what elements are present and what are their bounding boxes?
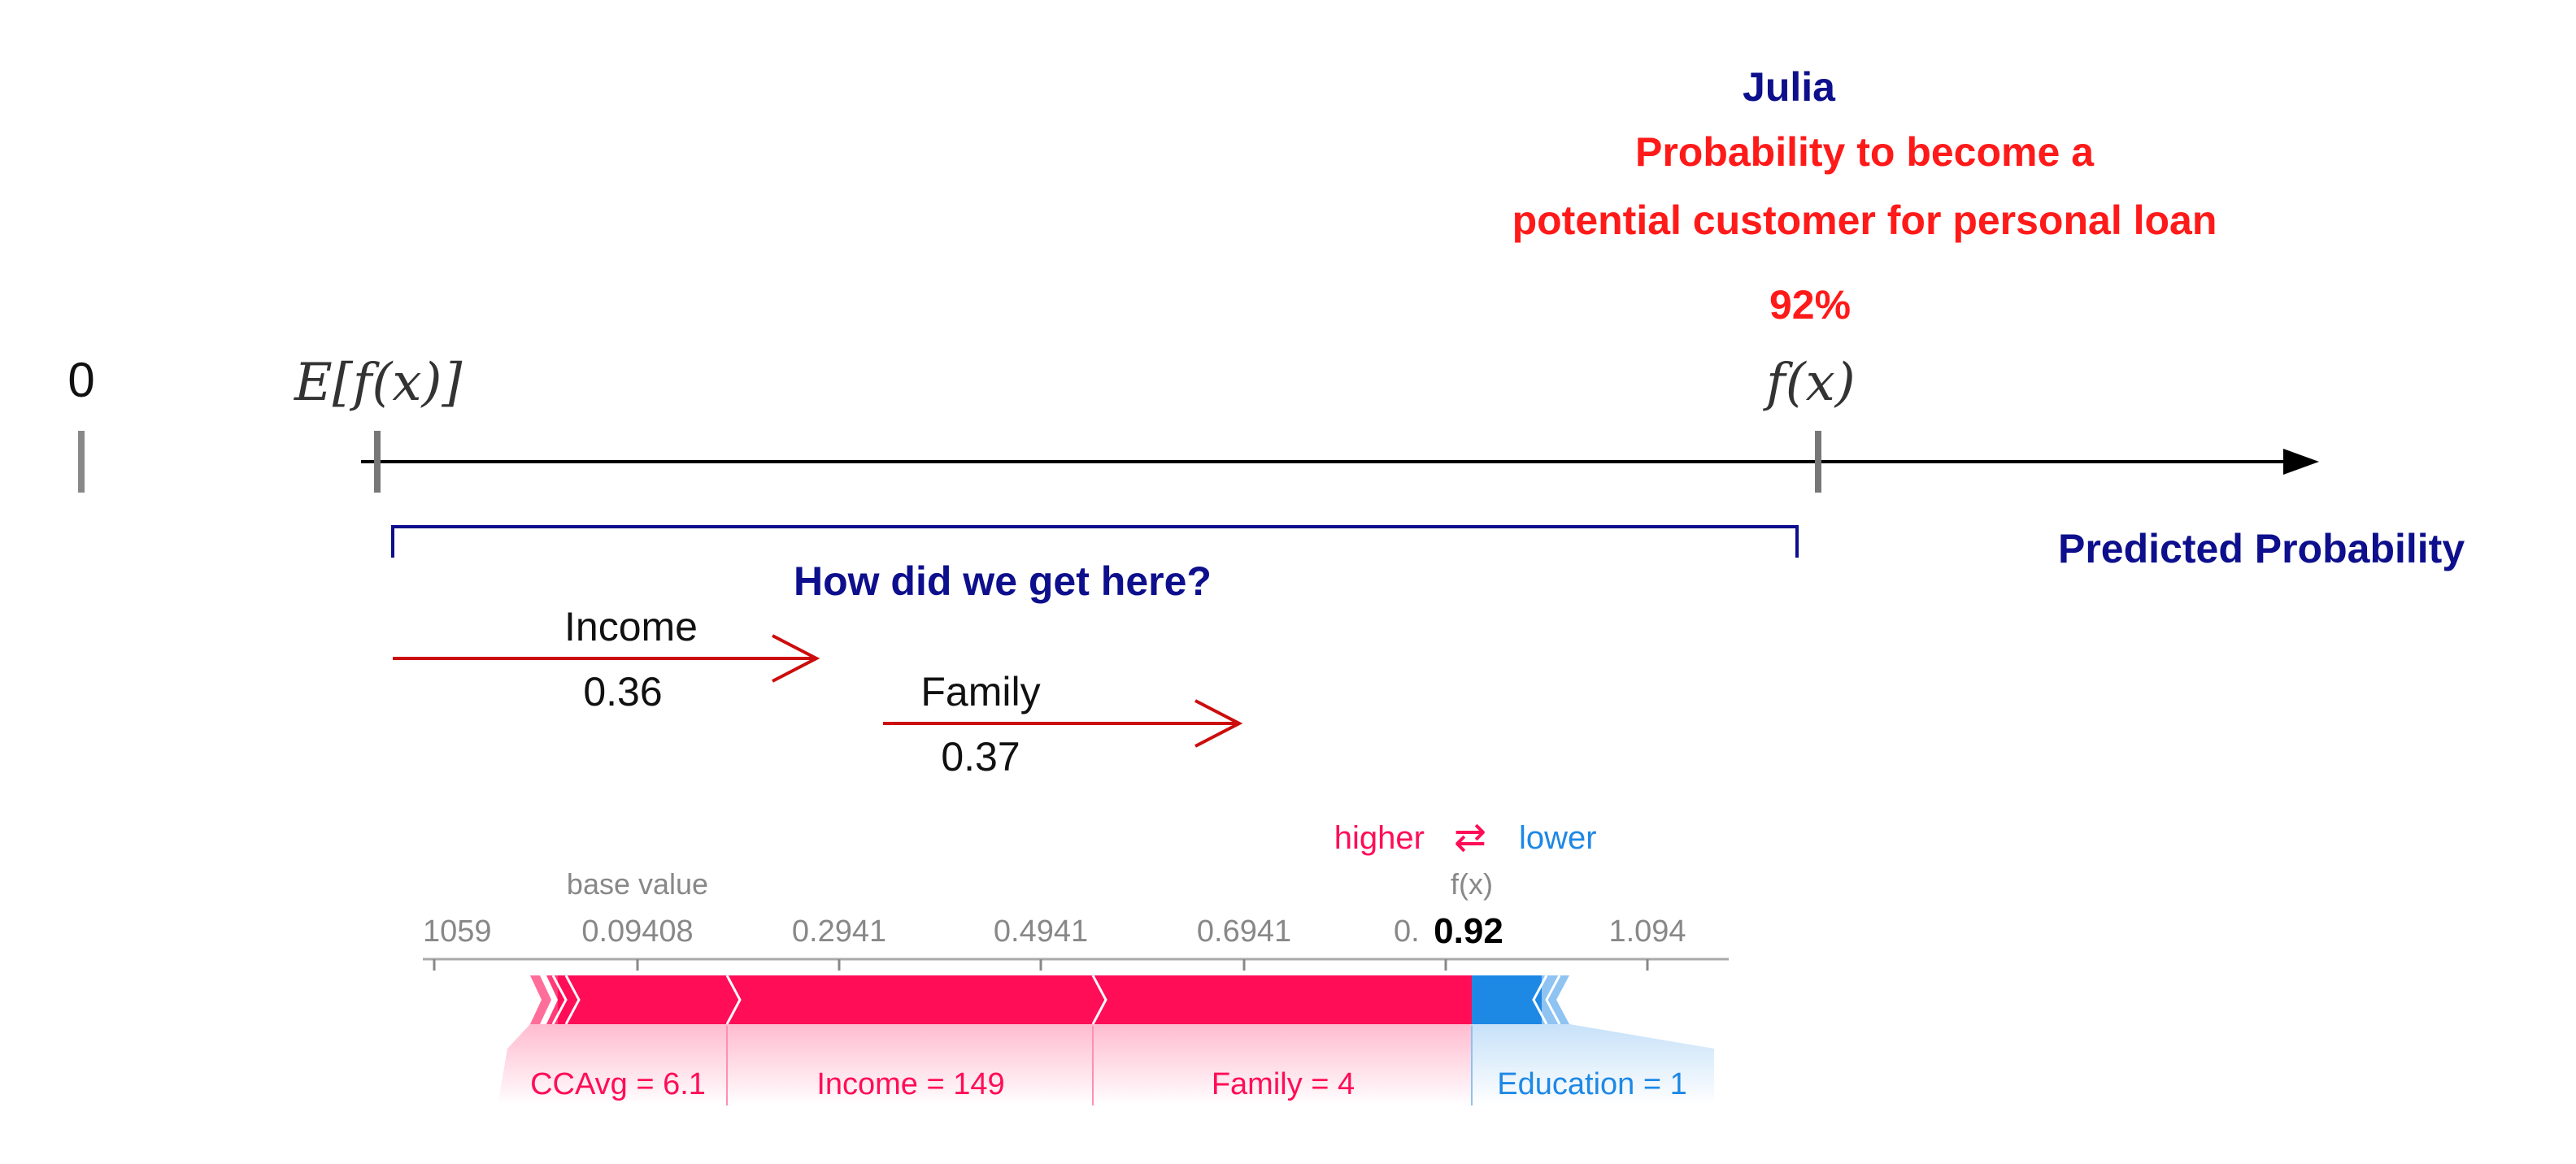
contribution-arrowhead (772, 634, 820, 683)
probability-percent: 92% (1769, 282, 1851, 328)
contribution-feature: Family (920, 669, 1040, 714)
tick-label: 1.094 (1608, 914, 1686, 949)
base-value-label: base value (567, 867, 708, 901)
contribution-value: 0.36 (583, 669, 662, 714)
contribution-arrowhead (1194, 699, 1243, 748)
legend-lower: lower (1519, 820, 1597, 856)
segment-label-ccavg: CCAvg = 6.1 (530, 1067, 706, 1101)
higher-bar-tail (530, 975, 551, 1024)
lower-fade-region (1472, 1024, 1714, 1105)
tick-label: 0.6941 (1197, 914, 1291, 949)
fx-value-backdrop (1429, 907, 1508, 948)
higher-force-bar (558, 975, 1472, 1024)
force-scale-ticks (433, 959, 1649, 971)
tick-label: 0.09408 (581, 914, 693, 949)
lower-bar-tail (1542, 975, 1569, 1024)
fx-value: 0.92 (1434, 911, 1503, 951)
probability-title-line1: Probability to become a (1635, 129, 2095, 175)
fx-label: f(x) (1763, 353, 1856, 413)
tick-label-partial: 0. (1394, 914, 1420, 949)
difference-bracket (391, 525, 1799, 558)
tick-label: 0.2941 (792, 914, 886, 949)
contribution-value: 0.37 (941, 734, 1020, 780)
lower-dividers (1532, 975, 1574, 1025)
fx-small-label: f(x) (1451, 867, 1493, 901)
segment-label-education: Education = 1 (1497, 1067, 1686, 1101)
segment-dividers (551, 975, 1107, 1025)
question-label: How did we get here? (794, 558, 1212, 604)
zero-label: 0 (67, 353, 94, 407)
tick-label: 0.4941 (994, 914, 1088, 949)
contribution-income: Income 0.36 (393, 604, 820, 714)
expected-value-label: E[f(x)] (294, 353, 463, 413)
higher-fade-region (498, 1024, 1472, 1105)
tick-label: 1059 (423, 914, 492, 949)
segment-label-income: Income = 149 (816, 1067, 1004, 1101)
higher-bar-tail (546, 975, 569, 1024)
axis-title: Predicted Probability (2058, 526, 2465, 571)
segment-label-family: Family = 4 (1212, 1067, 1355, 1101)
contribution-family: Family 0.37 (883, 669, 1243, 780)
force-plot: higher ⇄ lower base value f(x) 1059 0.09… (423, 816, 1729, 1105)
legend-higher: higher (1334, 820, 1425, 856)
contribution-feature: Income (564, 604, 698, 649)
swap-arrows-icon: ⇄ (1454, 816, 1486, 859)
customer-name: Julia (1743, 64, 1836, 110)
fade-separators (726, 1026, 1094, 1105)
probability-title-line2: potential customer for personal loan (1512, 198, 2217, 243)
lower-force-bar (1472, 975, 1542, 1024)
axis-arrowhead (2283, 449, 2319, 475)
